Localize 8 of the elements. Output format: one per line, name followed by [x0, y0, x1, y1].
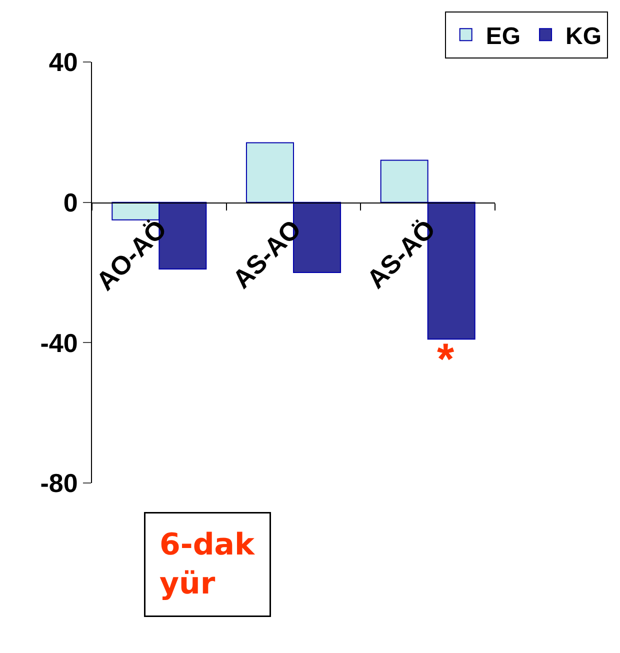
y-tick-label: 0 [63, 187, 78, 218]
legend-label: EG [486, 22, 521, 50]
y-tick-label: -80 [40, 468, 78, 498]
y-tick-label: 40 [48, 47, 78, 78]
legend-label: KG [566, 22, 602, 50]
annotation: * [437, 335, 455, 384]
y-tick-label: -40 [40, 328, 78, 358]
text: 6-dak yür [160, 528, 256, 602]
